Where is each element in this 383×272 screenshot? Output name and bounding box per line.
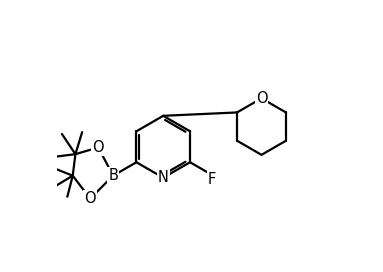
Text: B: B [108, 168, 118, 183]
Text: O: O [84, 191, 96, 206]
Text: F: F [208, 172, 216, 187]
Text: O: O [256, 91, 267, 106]
Text: O: O [92, 140, 104, 155]
Text: N: N [158, 170, 169, 185]
